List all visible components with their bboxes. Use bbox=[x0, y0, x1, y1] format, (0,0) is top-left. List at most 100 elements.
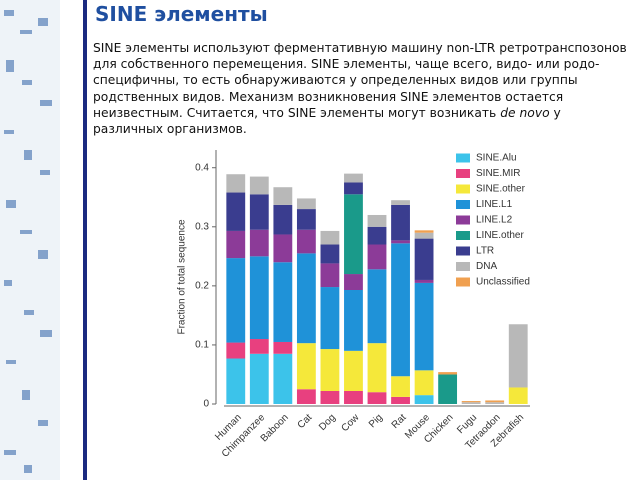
bar-segment bbox=[226, 174, 246, 193]
y-tick-label: 0.1 bbox=[195, 340, 209, 351]
bar-segment bbox=[249, 176, 269, 195]
bar-segment bbox=[249, 229, 269, 257]
bar-segment bbox=[320, 287, 340, 350]
legend-swatch bbox=[456, 153, 470, 163]
bar-segment bbox=[226, 358, 246, 404]
legend-swatch bbox=[456, 169, 470, 178]
bar-segment bbox=[485, 402, 505, 404]
slide-text: SINE элементы используют ферментативную … bbox=[93, 40, 633, 137]
legend-swatch bbox=[456, 277, 470, 287]
x-tick-label: Pig bbox=[367, 412, 385, 430]
legend-label: LINE.L1 bbox=[476, 199, 513, 210]
x-tick-label: Cat bbox=[296, 412, 315, 431]
bar-segment bbox=[391, 376, 410, 397]
legend-swatch bbox=[456, 184, 470, 194]
legend-label: SINE.MIR bbox=[476, 168, 520, 179]
legend-swatch bbox=[456, 200, 470, 209]
bar-segment bbox=[485, 400, 505, 403]
y-tick-label: 0.4 bbox=[195, 162, 209, 173]
y-tick-label: 0.2 bbox=[195, 281, 209, 292]
bar-segment bbox=[367, 392, 387, 404]
bar-segment bbox=[367, 226, 387, 245]
x-tick-label: Rat bbox=[390, 412, 409, 431]
bar-segment bbox=[367, 214, 387, 227]
bar-segment bbox=[273, 234, 293, 263]
bar-segment bbox=[249, 339, 269, 354]
bar-segment bbox=[296, 253, 316, 344]
bar-segment bbox=[296, 389, 316, 404]
legend-swatch bbox=[456, 231, 470, 240]
bar-segment bbox=[344, 350, 363, 392]
bar-segment bbox=[438, 372, 458, 375]
x-tick-label: Chimpanzee bbox=[220, 412, 268, 460]
legend-label: LINE.L2 bbox=[476, 215, 513, 226]
bar-segment bbox=[508, 324, 528, 388]
bar-segment bbox=[226, 342, 246, 359]
bar-segment bbox=[273, 353, 293, 404]
bar-segment bbox=[391, 396, 410, 404]
text: у различных организмов. bbox=[93, 105, 561, 137]
bar-segment bbox=[414, 238, 434, 280]
bar-segment bbox=[273, 204, 293, 235]
bar-segment bbox=[414, 282, 434, 371]
bar-segment bbox=[414, 230, 434, 233]
legend-label: LINE.other bbox=[476, 230, 524, 241]
x-tick-label: Human bbox=[213, 412, 244, 443]
text: SINE элементы используют ферментативную … bbox=[93, 41, 627, 120]
bar-segment bbox=[344, 173, 363, 183]
bar-segment bbox=[226, 230, 246, 259]
bar-segment bbox=[438, 374, 458, 404]
bar-segment bbox=[320, 244, 340, 264]
y-axis-label: Fraction of total sequence bbox=[177, 219, 188, 335]
bar-segment bbox=[249, 353, 269, 404]
legend-label: SINE.Alu bbox=[476, 153, 517, 164]
bar-segment bbox=[226, 258, 246, 343]
text-italic: de novo bbox=[500, 105, 550, 120]
x-tick-label: Chicken bbox=[422, 412, 455, 445]
x-tick-label: Zebrafish bbox=[489, 412, 526, 449]
bar-segment bbox=[320, 391, 340, 404]
bar-segment bbox=[344, 391, 363, 404]
decor-strip bbox=[0, 0, 87, 480]
bar-segment bbox=[320, 230, 340, 245]
legend-swatch bbox=[456, 215, 470, 225]
bar-segment bbox=[344, 182, 363, 195]
bar-segment bbox=[273, 262, 293, 342]
bar-segment bbox=[249, 256, 269, 340]
legend-label: SINE.other bbox=[476, 184, 526, 195]
x-tick-label: Mouse bbox=[403, 412, 432, 441]
legend-swatch bbox=[456, 246, 470, 256]
slide-title: SINE элементы bbox=[95, 2, 268, 26]
legend-label: LTR bbox=[476, 246, 494, 257]
bar-segment bbox=[226, 192, 246, 231]
bar-segment bbox=[367, 343, 387, 393]
x-tick-label: Tetraodon bbox=[463, 412, 502, 451]
bar-segment bbox=[320, 263, 340, 288]
bar-segment bbox=[414, 370, 434, 396]
x-tick-label: Dog bbox=[317, 412, 338, 433]
x-tick-label: Cow bbox=[340, 412, 362, 434]
bar-segment bbox=[273, 187, 293, 205]
bar-segment bbox=[296, 209, 316, 230]
bar-segment bbox=[320, 349, 340, 392]
bar-segment bbox=[414, 279, 434, 283]
bar-segment bbox=[391, 243, 410, 377]
bar-segment bbox=[367, 244, 387, 270]
bar-segment bbox=[344, 289, 363, 351]
bar-segment bbox=[367, 269, 387, 344]
bar-segment bbox=[249, 194, 269, 230]
bar-segment bbox=[391, 204, 410, 241]
bar-segment bbox=[391, 200, 410, 205]
bar-segment bbox=[296, 198, 316, 210]
x-tick-label: Baboon bbox=[259, 412, 291, 444]
bar-segment bbox=[296, 343, 316, 390]
bar-segment bbox=[296, 229, 316, 254]
x-tick-label: Fugu bbox=[455, 412, 479, 436]
bar-segment bbox=[414, 395, 434, 404]
bar-segment bbox=[344, 274, 363, 290]
legend-label: DNA bbox=[476, 261, 497, 272]
bar-segment bbox=[461, 402, 481, 404]
bar-segment bbox=[273, 341, 293, 354]
legend-label: Unclassified bbox=[476, 277, 530, 288]
